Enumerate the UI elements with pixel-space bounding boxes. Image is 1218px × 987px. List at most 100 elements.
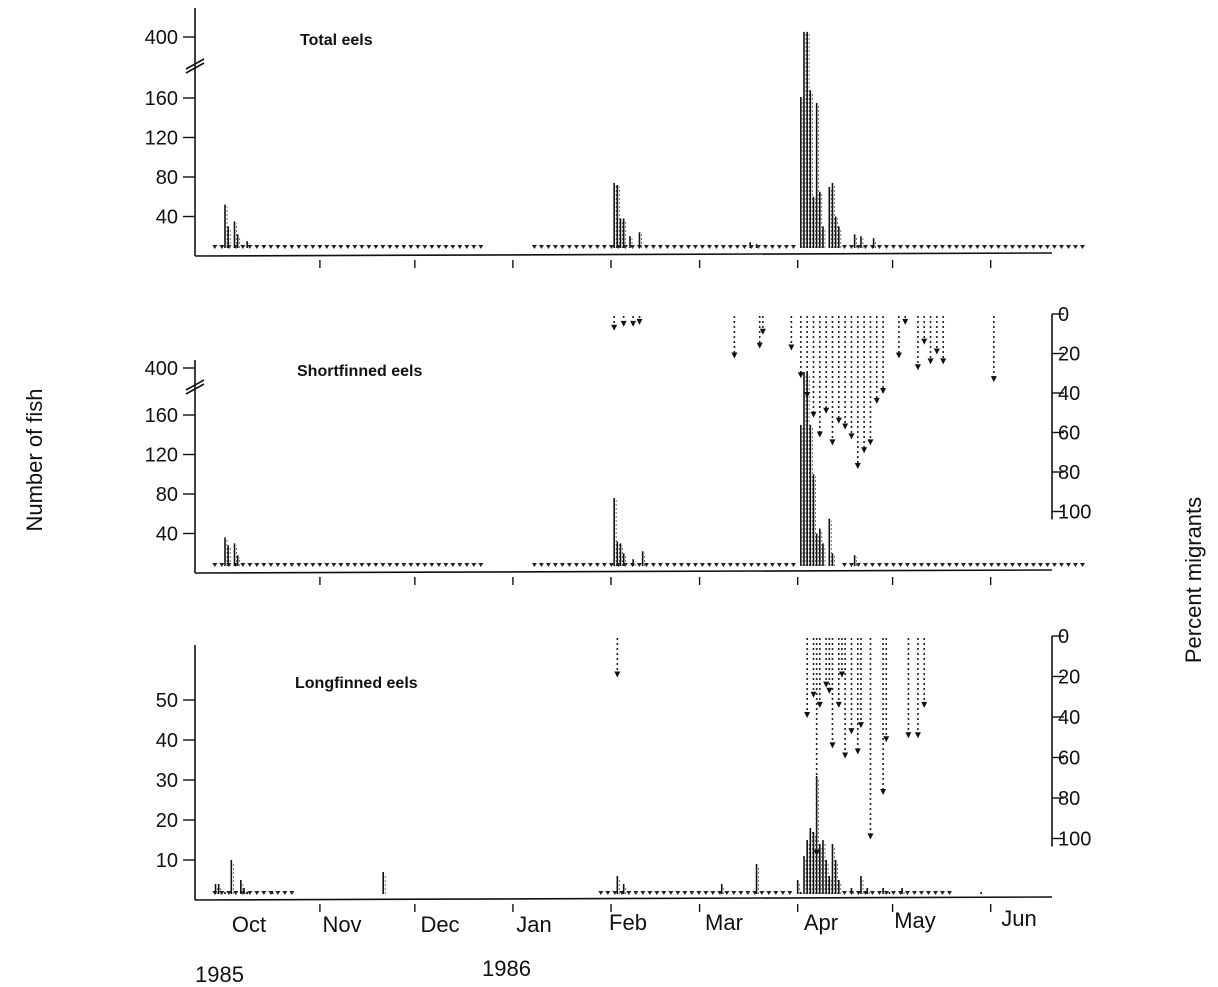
zero-catch-marker (566, 245, 572, 249)
migrant-arrowhead (914, 732, 921, 739)
zero-catch-marker (408, 563, 414, 567)
y-tick-label: 80 (156, 167, 178, 189)
zero-catch-marker (401, 245, 407, 249)
zero-catch-marker (671, 563, 677, 567)
month-label-mar: Mar (705, 910, 743, 935)
zero-catch-marker (657, 563, 663, 567)
zero-catch-marker (345, 245, 351, 249)
zero-catch-marker (783, 563, 789, 567)
zero-catch-marker (373, 563, 379, 567)
zero-catch-marker (675, 891, 681, 895)
zero-catch-marker (699, 563, 705, 567)
zero-catch-marker (734, 563, 740, 567)
zero-catch-marker (773, 891, 779, 895)
zero-catch-marker (762, 563, 768, 567)
zero-catch-marker (876, 563, 882, 567)
zero-catch-marker (699, 245, 705, 249)
zero-catch-marker (727, 245, 733, 249)
month-label-dec: Dec (420, 912, 459, 937)
zero-catch-marker (1065, 245, 1071, 249)
zero-catch-marker (741, 245, 747, 249)
zero-catch-marker (671, 245, 677, 249)
zero-catch-marker (643, 563, 649, 567)
migrant-arrowhead (829, 439, 836, 446)
zero-catch-marker (436, 245, 442, 249)
zero-catch-marker (974, 245, 980, 249)
month-label-jun: Jun (1001, 906, 1036, 931)
y-tick-label: 30 (156, 770, 178, 792)
zero-catch-marker (471, 245, 477, 249)
zero-catch-marker (682, 891, 688, 895)
zero-catch-marker (303, 563, 309, 567)
zero-catch-marker (450, 563, 456, 567)
y-tick-label: 10 (156, 850, 178, 872)
migrant-arrowhead (810, 411, 817, 418)
zero-catch-marker (310, 245, 316, 249)
zero-catch-marker (855, 891, 861, 895)
zero-catch-marker (960, 245, 966, 249)
zero-catch-marker (1002, 245, 1008, 249)
zero-catch-marker (443, 563, 449, 567)
zero-catch-marker (324, 245, 330, 249)
zero-catch-marker (450, 245, 456, 249)
zero-catch-marker (275, 891, 281, 895)
zero-catch-marker (380, 245, 386, 249)
zero-catch-marker (727, 563, 733, 567)
zero-catch-marker (995, 245, 1001, 249)
migrant-arrowhead (848, 728, 855, 735)
zero-catch-marker (1023, 245, 1029, 249)
zero-catch-marker (776, 245, 782, 249)
zero-catch-marker (783, 245, 789, 249)
zero-catch-marker (1002, 563, 1008, 567)
zero-catch-marker (573, 563, 579, 567)
zero-catch-marker (925, 563, 931, 567)
zero-catch-marker (261, 891, 267, 895)
y-tick-label: 40 (156, 207, 178, 229)
zero-catch-marker (967, 563, 973, 567)
migrant-arrowhead (826, 687, 833, 694)
zero-catch-marker (303, 245, 309, 249)
zero-catch-marker (601, 245, 607, 249)
zero-catch-marker (640, 891, 646, 895)
migrant-arrowhead (611, 324, 618, 331)
migrant-arrowhead (759, 328, 766, 335)
x-axis-line (194, 896, 1053, 901)
migrant-arrowhead (848, 433, 855, 440)
migrant-arrowhead (921, 701, 928, 708)
zero-catch-marker (1058, 563, 1064, 567)
migrant-arrowhead (614, 671, 621, 678)
zero-catch-marker (953, 245, 959, 249)
zero-catch-marker (946, 245, 952, 249)
month-label-feb: Feb (609, 910, 647, 935)
zero-catch-marker (373, 245, 379, 249)
zero-catch-marker (612, 891, 618, 895)
zero-catch-marker (918, 245, 924, 249)
migrant-arrowhead (804, 712, 811, 718)
zero-catch-marker (1037, 245, 1043, 249)
y-tick-label: 400 (145, 358, 178, 380)
zero-catch-marker (769, 563, 775, 567)
zero-catch-marker (559, 245, 565, 249)
zero-catch-marker (762, 245, 768, 249)
right-tick-label: 40 (1058, 707, 1080, 729)
zero-catch-marker (855, 563, 861, 567)
zero-catch-marker (939, 245, 945, 249)
zero-catch-marker (946, 891, 952, 895)
zero-catch-marker (394, 245, 400, 249)
zero-catch-marker (436, 563, 442, 567)
zero-catch-marker (531, 245, 537, 249)
zero-catch-marker (212, 245, 218, 249)
zero-catch-marker (841, 563, 847, 567)
panel-title: Longfinned eels (295, 675, 418, 692)
y-tick-label: 40 (156, 730, 178, 752)
zero-catch-marker (759, 891, 765, 895)
zero-catch-marker (598, 891, 604, 895)
zero-catch-marker (552, 563, 558, 567)
migrant-arrowhead (895, 352, 902, 359)
migrant-arrowhead (838, 671, 845, 678)
zero-catch-marker (594, 563, 600, 567)
zero-catch-marker (876, 245, 882, 249)
zero-catch-marker (352, 245, 358, 249)
right-tick-label: 80 (1058, 462, 1080, 484)
